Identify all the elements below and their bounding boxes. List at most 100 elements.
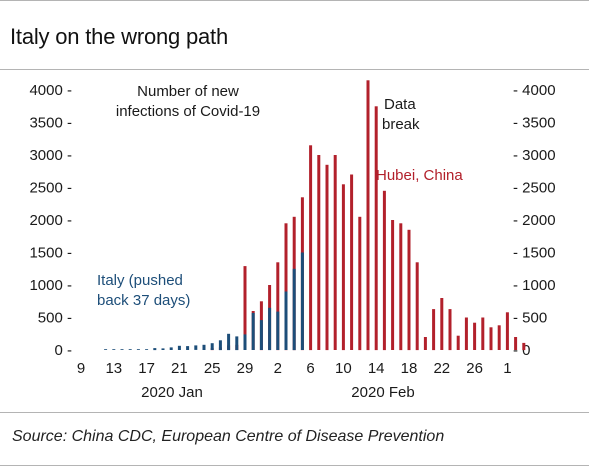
- italy-bar: [218, 340, 222, 351]
- hubei-bar: [497, 325, 501, 350]
- bar-chart: 4000 -3500 -3000 -2500 -2000 -1500 -1000…: [29, 80, 556, 401]
- y-tick-right: - 3500: [513, 115, 556, 132]
- annotation-new-infections-line2: infections of Covid-19: [116, 103, 260, 120]
- hubei-bar: [464, 317, 468, 350]
- y-tick-left: 2500 -: [29, 180, 72, 197]
- italy-bar: [169, 347, 173, 350]
- italy-bar: [161, 348, 165, 350]
- hubei-bar: [505, 312, 509, 350]
- hubei-bar: [423, 337, 427, 350]
- hubei-bar: [415, 262, 419, 351]
- italy-bar: [112, 349, 116, 350]
- hubei-bar: [473, 322, 477, 350]
- y-tick-left: 1000 -: [29, 277, 72, 294]
- x-tick: 18: [401, 360, 418, 377]
- y-tick-left: 0 -: [54, 342, 72, 359]
- x-tick: 25: [204, 360, 221, 377]
- y-tick-right: - 1500: [513, 245, 556, 262]
- source-divider: [0, 412, 589, 413]
- source-note: Source: China CDC, European Centre of Di…: [12, 428, 445, 445]
- hubei-bar: [399, 223, 403, 351]
- italy-bar: [104, 349, 108, 350]
- italy-bar: [276, 311, 280, 350]
- hubei-bar: [284, 223, 288, 351]
- y-tick-left: 4000 -: [29, 82, 72, 99]
- italy-bar: [136, 349, 140, 350]
- hubei-bar: [374, 106, 378, 351]
- italy-bar: [145, 349, 149, 350]
- hubei-bar: [456, 335, 460, 350]
- hubei-bar: [341, 184, 345, 351]
- chart-title: Italy on the wrong path: [10, 24, 228, 49]
- italy-bar: [251, 312, 255, 350]
- italy-bar: [235, 336, 239, 351]
- italy-bar: [300, 252, 304, 350]
- hubei-bar: [489, 327, 493, 351]
- y-tick-right: - 0: [513, 342, 531, 359]
- x-tick: 22: [433, 360, 450, 377]
- bottom-rule: [0, 465, 589, 466]
- y-tick-right: - 3000: [513, 147, 556, 164]
- italy-bar: [120, 349, 124, 350]
- hubei-bar: [317, 155, 321, 350]
- italy-bar: [202, 344, 206, 350]
- hubei-bar: [407, 229, 411, 351]
- italy-bar: [284, 291, 288, 350]
- x-month-label-feb: 2020 Feb: [351, 384, 414, 401]
- hubei-bar: [522, 342, 526, 351]
- hubei-bar: [243, 266, 247, 350]
- y-tick-right: - 2000: [513, 212, 556, 229]
- italy-bar: [227, 333, 231, 351]
- italy-bar: [210, 343, 214, 350]
- italy-bar: [268, 307, 272, 351]
- y-tick-left: 3000 -: [29, 147, 72, 164]
- y-tick-right: - 2500: [513, 180, 556, 197]
- hubei-bar: [440, 298, 444, 350]
- x-tick: 26: [466, 360, 483, 377]
- x-tick: 2: [274, 360, 282, 377]
- y-tick-left: 1500 -: [29, 245, 72, 262]
- label-italy-line1: Italy (pushed: [97, 272, 183, 289]
- hubei-series: [210, 80, 526, 351]
- label-hubei-china: Hubei, China: [376, 167, 463, 184]
- hubei-bar: [382, 190, 386, 351]
- italy-bar: [194, 345, 198, 350]
- italy-bar: [153, 348, 157, 351]
- hubei-bar: [276, 262, 280, 351]
- y-tick-left: 3500 -: [29, 115, 72, 132]
- italy-bar: [292, 268, 296, 351]
- italy-bar: [186, 346, 190, 350]
- hubei-bar: [432, 309, 436, 351]
- y-tick-left: 500 -: [38, 310, 72, 327]
- italy-bar: [128, 349, 132, 350]
- hubei-bar: [391, 220, 395, 350]
- y-tick-left: 2000 -: [29, 212, 72, 229]
- x-tick: 21: [171, 360, 188, 377]
- y-tick-right: - 1000: [513, 277, 556, 294]
- hubei-bar: [481, 317, 485, 350]
- hubei-bar: [333, 155, 337, 350]
- label-italy-line2: back 37 days): [97, 292, 190, 309]
- annotation-data-break-line2: break: [382, 116, 420, 133]
- italy-bar: [259, 320, 263, 350]
- hubei-bar: [358, 216, 362, 351]
- hubei-bar: [514, 337, 518, 350]
- italy-bar: [177, 345, 181, 350]
- hubei-bar: [350, 174, 354, 350]
- x-axis: 9 13 17 21 25 29 2 6 10 14 18 22 26 1: [77, 360, 512, 377]
- x-month-label-jan: 2020 Jan: [141, 384, 203, 401]
- x-tick: 1: [503, 360, 511, 377]
- x-tick: 17: [138, 360, 155, 377]
- hubei-bar: [325, 164, 329, 351]
- annotation-new-infections-line1: Number of new: [137, 83, 239, 100]
- italy-bar: [243, 334, 247, 350]
- hubei-bar: [366, 80, 370, 351]
- x-tick: 13: [105, 360, 122, 377]
- y-tick-right: - 500: [513, 310, 547, 327]
- top-rule: [0, 0, 589, 1]
- y-tick-right: - 4000: [513, 82, 556, 99]
- x-tick: 10: [335, 360, 352, 377]
- x-tick: 9: [77, 360, 85, 377]
- hubei-bar: [448, 309, 452, 351]
